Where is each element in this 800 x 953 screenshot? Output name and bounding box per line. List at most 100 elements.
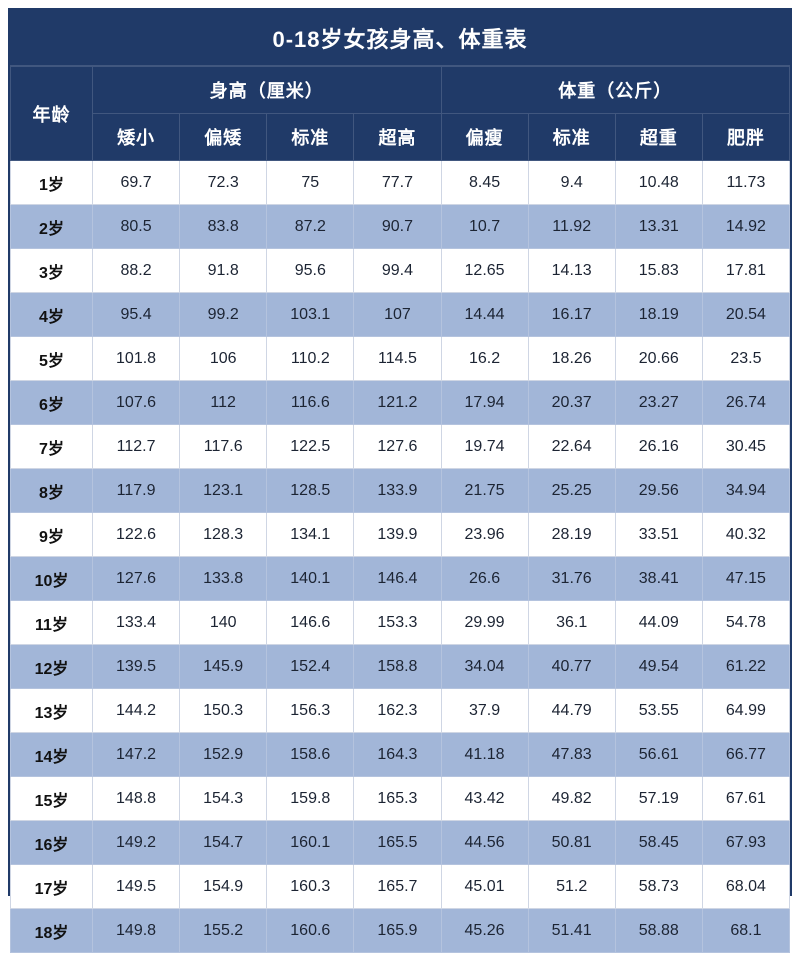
value-cell: 34.04 [440, 644, 529, 689]
age-column-header: 年龄 [10, 66, 93, 161]
value-cell: 123.1 [179, 468, 268, 513]
value-cell: 112.7 [91, 424, 181, 469]
growth-table: 年龄 身高（厘米） 体重（公斤） 矮小 偏矮 标准 超高 偏瘦 标准 超重 肥胖 1岁 69.7… [10, 66, 791, 953]
value-cell: 165.9 [353, 908, 442, 953]
age-cell: 17岁 [10, 864, 93, 909]
value-cell: 103.1 [266, 292, 355, 337]
value-cell: 40.32 [701, 512, 791, 557]
value-cell: 87.2 [266, 204, 355, 249]
value-cell: 67.61 [701, 776, 791, 821]
value-cell: 33.51 [614, 512, 703, 557]
value-cell: 10.48 [614, 160, 703, 205]
age-cell: 3岁 [10, 248, 93, 293]
value-cell: 95.4 [91, 292, 181, 337]
value-cell: 38.41 [614, 556, 703, 601]
value-cell: 139.5 [91, 644, 181, 689]
value-cell: 146.6 [266, 600, 355, 645]
value-cell: 127.6 [91, 556, 181, 601]
age-cell: 18岁 [10, 908, 93, 953]
age-cell: 2岁 [10, 204, 93, 249]
table-row: 2岁 80.5 83.8 87.2 90.7 10.7 11.92 13.31 14.92 [10, 204, 791, 249]
value-cell: 146.4 [353, 556, 442, 601]
age-cell: 11岁 [10, 600, 93, 645]
value-cell: 153.3 [353, 600, 442, 645]
value-cell: 51.41 [527, 908, 616, 953]
value-cell: 58.45 [614, 820, 703, 865]
value-cell: 12.65 [440, 248, 529, 293]
value-cell: 45.01 [440, 864, 529, 909]
value-cell: 149.2 [91, 820, 181, 865]
value-cell: 53.55 [614, 688, 703, 733]
value-cell: 154.7 [179, 820, 268, 865]
value-cell: 66.77 [701, 732, 791, 777]
height-group-header: 身高（厘米） [92, 66, 442, 114]
value-cell: 47.83 [527, 732, 616, 777]
value-cell: 154.3 [179, 776, 268, 821]
table-row: 5岁 101.8 106 110.2 114.5 16.2 18.26 20.66 23.5 [10, 336, 791, 381]
value-cell: 134.1 [266, 512, 355, 557]
value-cell: 162.3 [353, 688, 442, 733]
value-cell: 99.2 [179, 292, 268, 337]
value-cell: 121.2 [353, 380, 442, 425]
value-cell: 160.3 [266, 864, 355, 909]
value-cell: 58.73 [614, 864, 703, 909]
value-cell: 77.7 [353, 160, 442, 205]
value-cell: 45.26 [440, 908, 529, 953]
value-cell: 11.92 [527, 204, 616, 249]
value-cell: 26.6 [440, 556, 529, 601]
value-cell: 107.6 [91, 380, 181, 425]
subheader-row: 矮小 偏矮 标准 超高 偏瘦 标准 超重 肥胖 [11, 113, 791, 161]
value-cell: 133.9 [353, 468, 442, 513]
growth-table-page: 0-18岁女孩身高、体重表 年龄 身高（厘米） 体重（公斤） 矮小 偏矮 标准 超高偏… [8, 8, 792, 953]
value-cell: 91.8 [179, 248, 268, 293]
value-cell: 9.4 [527, 160, 616, 205]
value-cell: 149.5 [91, 864, 181, 909]
value-cell: 107 [353, 292, 442, 337]
value-cell: 133.8 [179, 556, 268, 601]
value-cell: 43.42 [440, 776, 529, 821]
table-row: 11岁 133.4 140 146.6 153.3 29.99 36.1 44.09 54.78 [10, 600, 791, 645]
value-cell: 95.6 [266, 248, 355, 293]
value-cell: 30.45 [701, 424, 791, 469]
value-cell: 54.78 [701, 600, 791, 645]
age-cell: 10岁 [10, 556, 93, 601]
value-cell: 16.17 [527, 292, 616, 337]
value-cell: 116.6 [266, 380, 355, 425]
value-cell: 164.3 [353, 732, 442, 777]
age-cell: 7岁 [10, 424, 93, 469]
column-header-weight-3: 肥胖 [701, 113, 791, 161]
value-cell: 23.5 [701, 336, 791, 381]
value-cell: 152.4 [266, 644, 355, 689]
age-cell: 14岁 [10, 732, 93, 777]
age-cell: 16岁 [10, 820, 93, 865]
value-cell: 15.83 [614, 248, 703, 293]
table-row: 8岁 117.9 123.1 128.5 133.9 21.75 25.25 29.56 34.… [10, 468, 791, 513]
value-cell: 61.22 [701, 644, 791, 689]
value-cell: 165.7 [353, 864, 442, 909]
value-cell: 22.64 [527, 424, 616, 469]
value-cell: 133.4 [91, 600, 181, 645]
age-cell: 9岁 [10, 512, 93, 557]
value-cell: 149.8 [91, 908, 181, 953]
value-cell: 117.6 [179, 424, 268, 469]
value-cell: 18.19 [614, 292, 703, 337]
value-cell: 17.81 [701, 248, 791, 293]
value-cell: 20.37 [527, 380, 616, 425]
value-cell: 122.6 [91, 512, 181, 557]
value-cell: 150.3 [179, 688, 268, 733]
table-row: 18岁 149.8 155.2 160.6 165.9 45.26 51.41 58.88 68… [10, 908, 791, 953]
table-header: 年龄 身高（厘米） 体重（公斤） 矮小 偏矮 标准 超高 偏瘦 标准 超重 肥胖 [10, 66, 791, 161]
value-cell: 140.1 [266, 556, 355, 601]
value-cell: 11.73 [701, 160, 791, 205]
value-cell: 34.94 [701, 468, 791, 513]
value-cell: 20.54 [701, 292, 791, 337]
age-cell: 12岁 [10, 644, 93, 689]
value-cell: 18.26 [527, 336, 616, 381]
value-cell: 90.7 [353, 204, 442, 249]
table-body: 1岁 69.7 72.3 75 77.7 8.45 9.4 10.48 11.73 2岁 80.5 8… [10, 160, 791, 953]
column-header-weight-0: 偏瘦 [440, 113, 529, 161]
value-cell: 31.76 [527, 556, 616, 601]
age-cell: 6岁 [10, 380, 93, 425]
value-cell: 144.2 [91, 688, 181, 733]
value-cell: 14.92 [701, 204, 791, 249]
